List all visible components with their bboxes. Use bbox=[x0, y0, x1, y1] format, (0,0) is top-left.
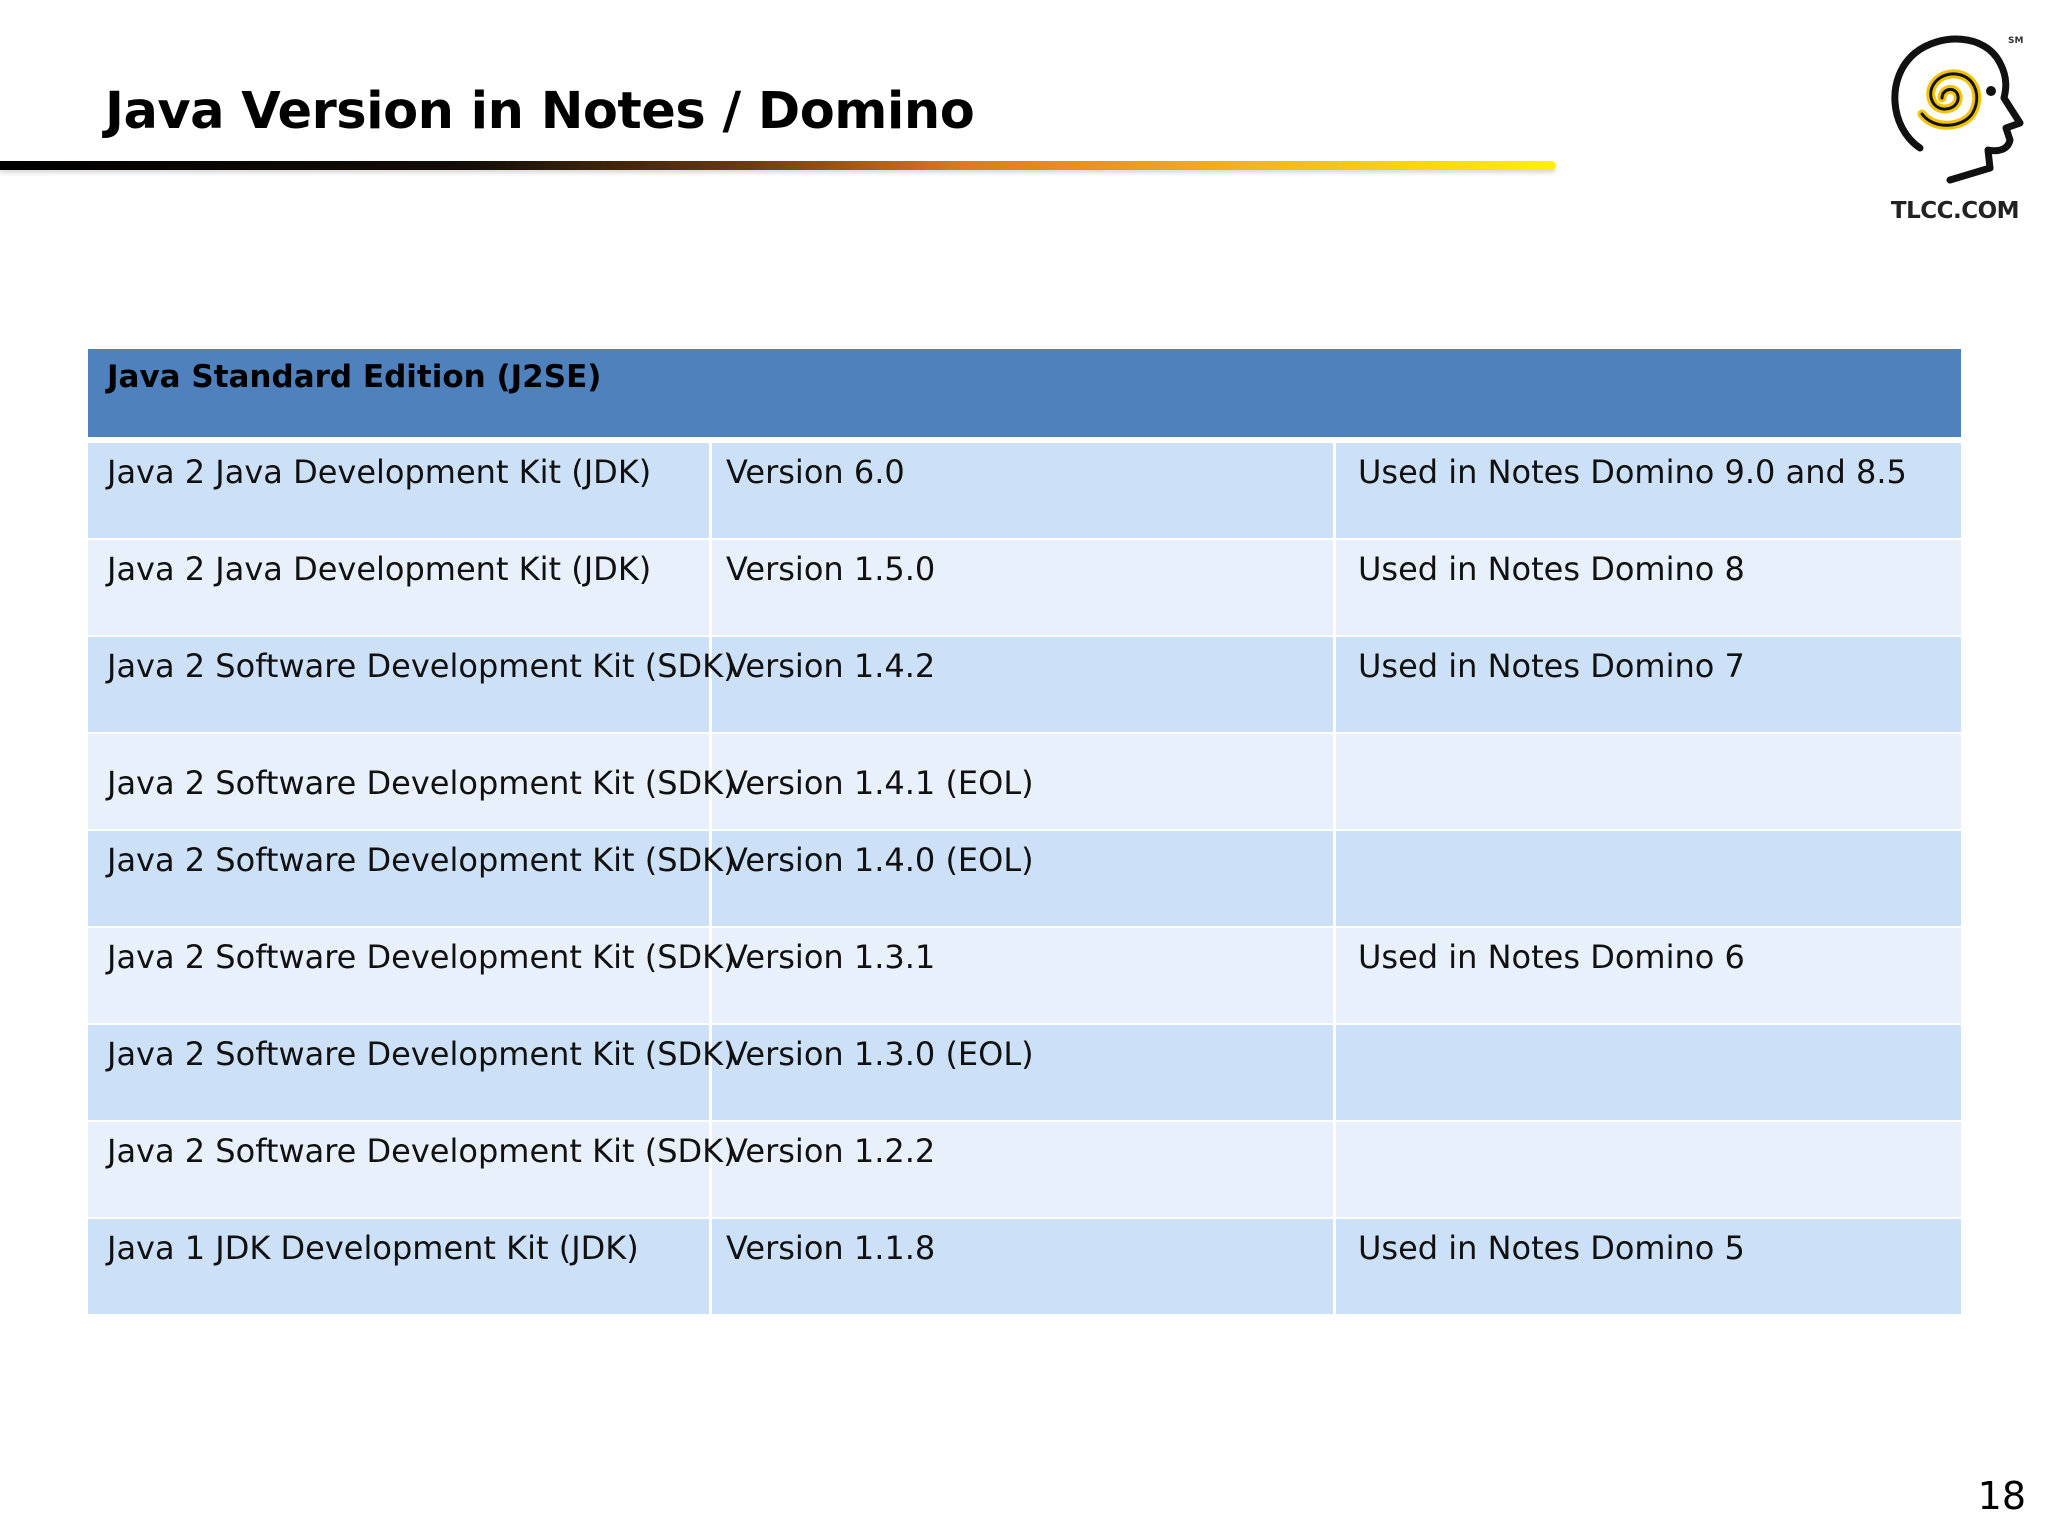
usage-cell: Used in Notes Domino 8 bbox=[1358, 550, 1745, 588]
table-row: Java 1 JDK Development Kit (JDK) Version… bbox=[88, 1219, 1961, 1316]
table-row: Java 2 Software Development Kit (SDK) Ve… bbox=[88, 1025, 1961, 1122]
kit-cell: Java 2 Software Development Kit (SDK) bbox=[88, 1122, 736, 1217]
usage-cell bbox=[1336, 1122, 1961, 1217]
usage-cell: Used in Notes Domino 5 bbox=[1358, 1229, 1745, 1267]
kit-cell: Java 2 Software Development Kit (SDK) bbox=[88, 831, 736, 926]
table-row: Java 2 Software Development Kit (SDK) Ve… bbox=[88, 831, 1961, 928]
usage-cell: Used in Notes Domino 7 bbox=[1358, 647, 1745, 685]
title-underline-gradient bbox=[0, 161, 1556, 170]
slide-title: Java Version in Notes / Domino bbox=[105, 82, 975, 141]
head-spiral-logo-icon bbox=[1891, 35, 2024, 184]
table-header: Java Standard Edition (J2SE) bbox=[88, 349, 1961, 443]
kit-cell: Java 2 Software Development Kit (SDK) bbox=[88, 734, 736, 829]
version-cell: Version 1.4.1 (EOL) bbox=[712, 734, 1336, 829]
version-cell: Version 6.0 bbox=[712, 443, 1336, 538]
table-body: Java 2 Java Development Kit (JDK) Versio… bbox=[88, 443, 1961, 1316]
table-row: Java 2 Java Development Kit (JDK) Versio… bbox=[88, 540, 1961, 637]
table-row: Java 2 Software Development Kit (SDK) Ve… bbox=[88, 637, 1961, 734]
service-mark: SM bbox=[2008, 36, 2024, 46]
version-cell: Version 1.3.1 bbox=[712, 928, 1336, 1023]
tlcc-logo: SM TLCC.COM bbox=[1880, 28, 2030, 233]
version-cell: Version 1.4.0 (EOL) bbox=[712, 831, 1336, 926]
version-cell: Version 1.1.8 bbox=[712, 1219, 1336, 1314]
usage-cell: Used in Notes Domino 6 bbox=[1358, 938, 1745, 976]
table-header-label: Java Standard Edition (J2SE) bbox=[107, 359, 602, 395]
table-row: Java 2 Software Development Kit (SDK) Ve… bbox=[88, 1122, 1961, 1219]
table-row: Java 2 Software Development Kit (SDK) Ve… bbox=[88, 928, 1961, 1025]
version-cell: Version 1.5.0 bbox=[712, 540, 1336, 635]
kit-cell: Java 2 Software Development Kit (SDK) bbox=[88, 637, 736, 732]
page-number: 18 bbox=[1977, 1474, 2026, 1518]
kit-cell: Java 2 Java Development Kit (JDK) bbox=[88, 443, 712, 538]
kit-cell: Java 1 JDK Development Kit (JDK) bbox=[88, 1219, 712, 1314]
logo-text: TLCC.COM bbox=[1890, 198, 2020, 224]
version-cell: Version 1.3.0 (EOL) bbox=[712, 1025, 1336, 1120]
usage-cell bbox=[1336, 1025, 1961, 1120]
kit-cell: Java 2 Java Development Kit (JDK) bbox=[88, 540, 712, 635]
usage-cell: Used in Notes Domino 9.0 and 8.5 bbox=[1358, 453, 1907, 491]
table-row: Java 2 Software Development Kit (SDK) Ve… bbox=[88, 734, 1961, 831]
java-version-table: Java Standard Edition (J2SE) Java 2 Java… bbox=[88, 349, 1961, 1316]
version-cell: Version 1.2.2 bbox=[712, 1122, 1336, 1217]
table-row: Java 2 Java Development Kit (JDK) Versio… bbox=[88, 443, 1961, 540]
usage-cell bbox=[1336, 831, 1961, 926]
kit-cell: Java 2 Software Development Kit (SDK) bbox=[88, 1025, 736, 1120]
usage-cell bbox=[1336, 734, 1961, 829]
version-cell: Version 1.4.2 bbox=[712, 637, 1336, 732]
kit-cell: Java 2 Software Development Kit (SDK) bbox=[88, 928, 736, 1023]
